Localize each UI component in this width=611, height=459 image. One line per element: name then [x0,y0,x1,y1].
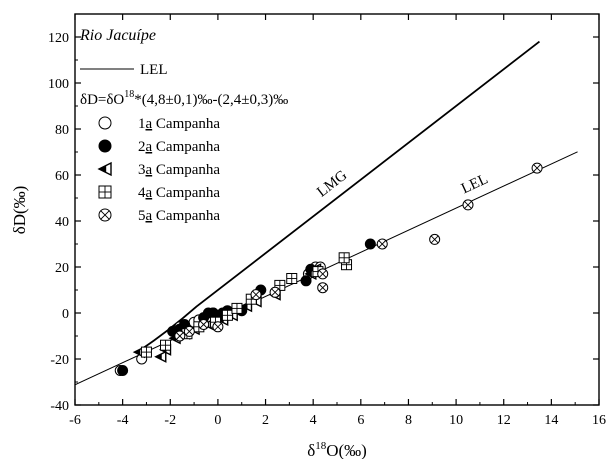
data-point [338,252,350,264]
data-point [286,273,298,284]
marker-cross [533,164,541,172]
legend-marker [98,139,112,153]
marker-cross [185,327,194,336]
data-point [317,282,329,294]
y-tick-label: -40 [50,399,69,414]
chart-title: Rio Jacuípe [79,27,156,44]
data-point [462,199,474,211]
data-point [429,233,441,245]
data-point [376,238,388,250]
x-tick-label: 14 [544,413,558,428]
marker-shape [300,275,312,287]
x-tick-label: 8 [405,413,412,428]
y-tick-label: 100 [48,77,69,92]
marker-cross [175,332,184,340]
marker-cross [214,322,222,331]
marker-fill [99,165,107,173]
y-tick-label: 0 [62,307,69,322]
x-tick-label: 6 [357,413,364,428]
data-point [117,365,129,376]
marker-shape [117,365,129,376]
legend: LEL δD=δO18*(4,8±0,1)‰-(2,4±0,3)‰ 1a Cam… [80,62,288,224]
legend-line-label: LEL [140,62,168,78]
legend-label: 5a Campanha [138,208,220,224]
y-tick-label: 20 [55,261,69,276]
legend-marker [98,116,112,130]
marker-shape [98,116,112,130]
marker-cross [318,270,327,278]
legend-label: 1a Campanha [138,116,220,132]
y-tick-label: 60 [55,169,69,184]
marker-cross [464,201,472,209]
x-tick-label: -2 [164,413,176,428]
x-tick-label: -6 [69,413,81,428]
data-point [531,162,543,174]
data-point [198,319,210,330]
data-point [174,330,186,342]
marker-cross [318,283,327,292]
data-point [317,268,329,280]
y-tick-label: 120 [48,31,69,46]
points-group [114,162,543,376]
x-axis-title: δ18O(‰) [307,440,367,459]
data-point [231,302,243,314]
x-tick-label: -4 [117,413,129,428]
x-tick-label: 16 [592,413,606,428]
legend-equation: δD=δO18*(4,8±0,1)‰-(2,4±0,3)‰ [80,89,288,108]
marker-cross [430,235,439,244]
legend-marker [98,208,112,222]
marker-cross [100,210,110,220]
data-point [250,289,262,301]
legend-entries: 1a Campanha 2a Campanha 3a Campanha 4a Camp… [97,116,220,224]
x-tick-label: 12 [497,413,511,428]
data-point [300,275,312,287]
legend-marker [97,161,112,177]
marker-fill [155,353,162,360]
marker-shape [364,238,376,250]
x-tick-label: 10 [449,413,463,428]
legend-label: 2a Campanha [138,139,220,155]
marker-fill [305,270,312,277]
data-point [269,286,281,298]
lel-line [75,151,578,386]
legend-label: 3a Campanha [138,162,220,178]
data-point [154,350,167,363]
marker-fill [134,349,141,356]
data-point [140,346,152,358]
y-tick-label: 80 [55,123,69,138]
marker-shape [98,139,112,153]
marker-cross [252,290,260,299]
x-tick-label: 0 [214,413,221,428]
marker-cross [271,288,279,297]
data-point [364,238,376,250]
x-tick-label: 2 [262,413,269,428]
y-axis-title: δD(‰) [10,186,29,235]
data-point [183,325,195,337]
data-point [160,339,172,351]
legend-label: 4a Campanha [138,185,220,201]
data-point [221,309,233,321]
x-tick-label: 4 [310,413,317,428]
legend-marker [98,185,112,199]
marker-cross [378,240,387,248]
y-tick-label: 40 [55,215,69,230]
y-tick-label: -20 [50,353,69,368]
marker-cross [199,320,208,329]
data-point [212,321,224,333]
